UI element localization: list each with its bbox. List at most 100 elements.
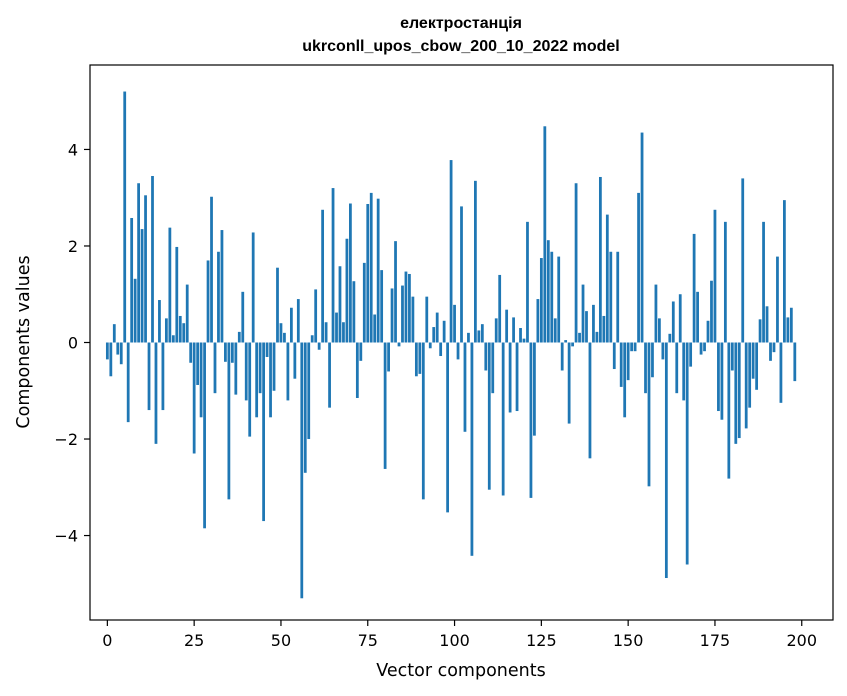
bar <box>442 320 446 343</box>
bar <box>435 312 439 343</box>
bar <box>376 198 380 343</box>
bar <box>439 342 443 357</box>
bar <box>727 342 731 479</box>
bar <box>498 274 502 343</box>
bar <box>140 229 144 343</box>
bar <box>578 332 581 343</box>
bar <box>237 331 241 343</box>
y-axis-label: Components values <box>14 255 34 428</box>
bar <box>310 335 314 343</box>
x-tick-label: 200 <box>786 631 817 650</box>
bar <box>519 328 522 343</box>
bar <box>581 284 585 343</box>
bar <box>730 342 734 371</box>
bar <box>189 342 193 363</box>
bar <box>574 183 578 343</box>
bar <box>491 342 495 394</box>
bar <box>168 227 172 343</box>
bar <box>682 342 686 401</box>
bar <box>633 342 637 352</box>
bar <box>758 319 762 343</box>
bar <box>116 342 120 355</box>
bar <box>619 342 623 387</box>
bar <box>244 342 248 401</box>
bar <box>585 311 588 343</box>
bar <box>265 342 269 357</box>
bar <box>283 332 286 343</box>
bar <box>227 342 231 500</box>
bar <box>112 324 116 343</box>
bar <box>463 342 467 432</box>
bar <box>512 317 515 343</box>
bar <box>279 323 283 343</box>
bar <box>401 285 404 343</box>
bar <box>630 342 634 352</box>
x-tick-label: 0 <box>102 631 112 650</box>
bar <box>744 342 748 429</box>
bar <box>276 267 279 343</box>
x-tick-label: 75 <box>358 631 378 650</box>
bar <box>335 312 338 343</box>
bar <box>293 342 297 379</box>
bar <box>362 262 366 343</box>
bar <box>484 342 488 371</box>
bar <box>230 342 234 363</box>
bar <box>255 342 259 418</box>
bar <box>418 342 422 374</box>
bar <box>713 209 717 343</box>
bar <box>175 246 179 343</box>
y-tick-label: −4 <box>54 527 78 546</box>
bar <box>446 342 449 513</box>
bar <box>196 342 200 385</box>
bar-series <box>105 91 797 599</box>
bar <box>272 342 276 391</box>
bar <box>328 342 331 408</box>
x-tick-label: 100 <box>439 631 470 650</box>
bar <box>460 206 463 343</box>
bar <box>776 256 779 343</box>
bar <box>533 342 536 436</box>
x-tick-label: 175 <box>700 631 731 650</box>
bar <box>612 342 616 370</box>
bar <box>185 284 189 343</box>
bar <box>192 342 196 454</box>
bar <box>296 299 300 343</box>
bar <box>154 342 158 444</box>
y-tick-label: 2 <box>68 237 78 256</box>
bar <box>269 342 272 418</box>
bar <box>560 342 564 371</box>
bar <box>751 342 755 379</box>
bar <box>404 271 408 343</box>
bar <box>654 284 658 343</box>
bar <box>411 296 415 343</box>
bar <box>123 91 127 343</box>
bar <box>480 324 484 343</box>
bar <box>501 342 505 496</box>
bar <box>321 209 325 343</box>
y-tick-label: −2 <box>54 430 78 449</box>
bar <box>109 342 113 377</box>
bar <box>432 327 436 343</box>
bar <box>598 176 602 343</box>
bar <box>307 342 311 440</box>
bar <box>685 342 689 565</box>
bar <box>203 342 206 529</box>
bar <box>553 318 557 343</box>
x-tick-label: 150 <box>613 631 644 650</box>
bar <box>355 342 359 398</box>
bar <box>734 342 738 444</box>
bar <box>748 342 752 408</box>
x-tick-label: 50 <box>271 631 291 650</box>
bar <box>300 342 304 599</box>
bar <box>647 342 651 487</box>
bar <box>640 132 644 343</box>
bar <box>779 342 783 403</box>
bar <box>133 278 137 343</box>
bar <box>783 200 786 343</box>
bar <box>224 342 227 362</box>
bar <box>390 288 394 343</box>
bar <box>557 256 561 343</box>
bar <box>359 342 363 361</box>
bar <box>178 315 182 343</box>
bar <box>592 304 595 343</box>
